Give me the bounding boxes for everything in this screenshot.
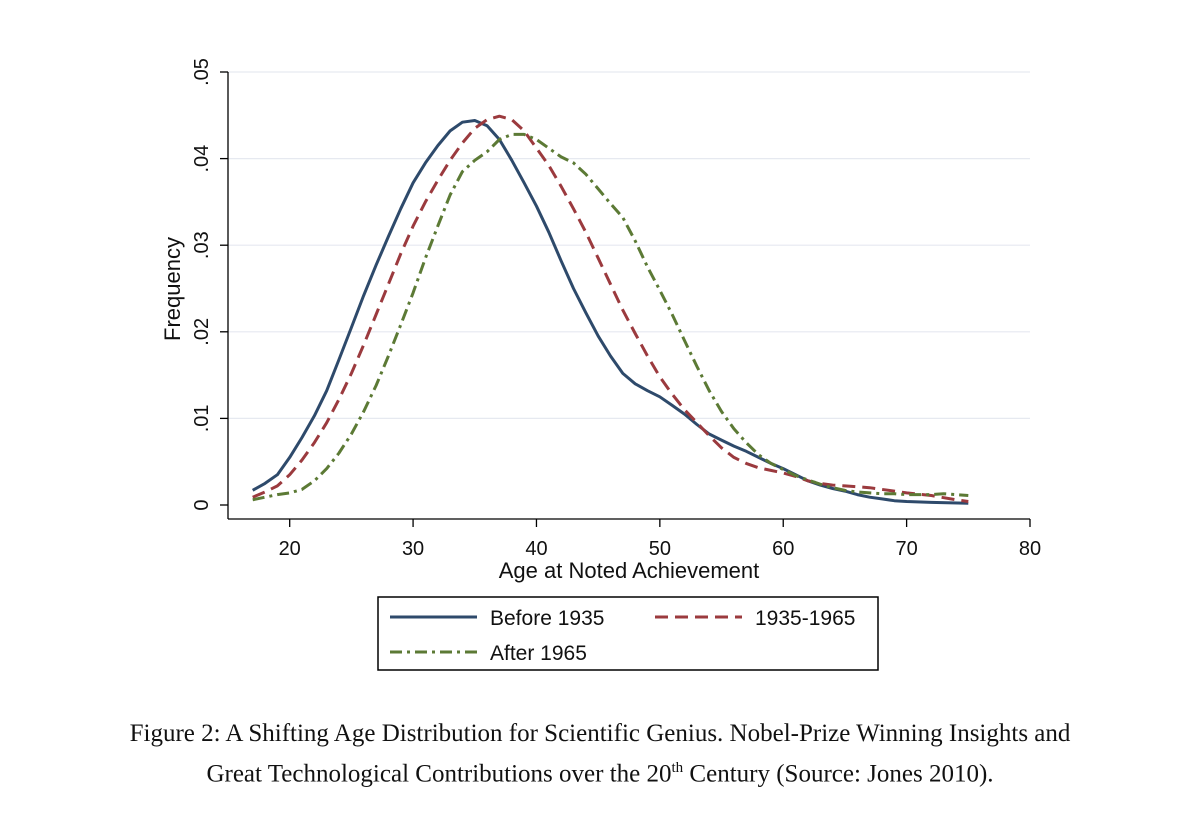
caption-line-1: Figure 2: A Shifting Age Distribution fo… [129, 720, 1071, 747]
series-line-1 [252, 114, 969, 503]
x-tick-label-4: 60 [772, 538, 794, 560]
axes: 0 .01 .02 .03 .04 .05 20 30 40 50 60 70 80 [191, 58, 1041, 560]
y-axis-label: Frequency [160, 237, 185, 341]
legend-box [377, 596, 879, 671]
x-tick-label-0: 20 [279, 538, 301, 560]
legend-label-1: 1935-1965 [755, 607, 855, 630]
x-tick-label-5: 70 [895, 538, 917, 560]
x-tick-label-1: 30 [402, 538, 424, 560]
y-tick-label-1: .01 [191, 404, 213, 432]
x-tick-label-3: 50 [649, 538, 671, 560]
caption-superscript: th [671, 760, 684, 776]
series-line-2 [252, 132, 969, 502]
caption-line-2-end: Century (Source: Jones 2010). [683, 760, 994, 788]
series-line-0 [251, 119, 969, 505]
y-tick-label-0: 0 [191, 499, 213, 510]
line-chart: 0 .01 .02 .03 .04 .05 20 30 40 50 60 70 80 Age at No… [160, 58, 1041, 671]
axis-labels: Age at Noted Achievement Frequency [160, 237, 759, 583]
y-tick-label-3: .03 [191, 231, 213, 259]
gridlines [228, 71, 1030, 419]
figure-caption: Figure 2: A Shifting Age Distribution fo… [0, 716, 1200, 791]
x-axis-label: Age at Noted Achievement [499, 558, 760, 583]
legend-label-0: Before 1935 [490, 607, 604, 630]
y-tick-label-2: .02 [191, 318, 213, 346]
legend-label-2: After 1965 [490, 642, 587, 665]
y-tick-label-5: .05 [191, 58, 213, 86]
series-lines [251, 114, 969, 505]
legend: Before 1935 1935-1965 After 1965 [377, 596, 879, 671]
y-tick-label-4: .04 [191, 145, 213, 173]
caption-line-2-start: Great Technological Contributions over t… [206, 760, 672, 788]
caption-line-2: Great Technological Contributions over t… [0, 751, 1200, 791]
x-tick-label-2: 40 [525, 538, 547, 560]
x-tick-label-6: 80 [1019, 538, 1041, 560]
